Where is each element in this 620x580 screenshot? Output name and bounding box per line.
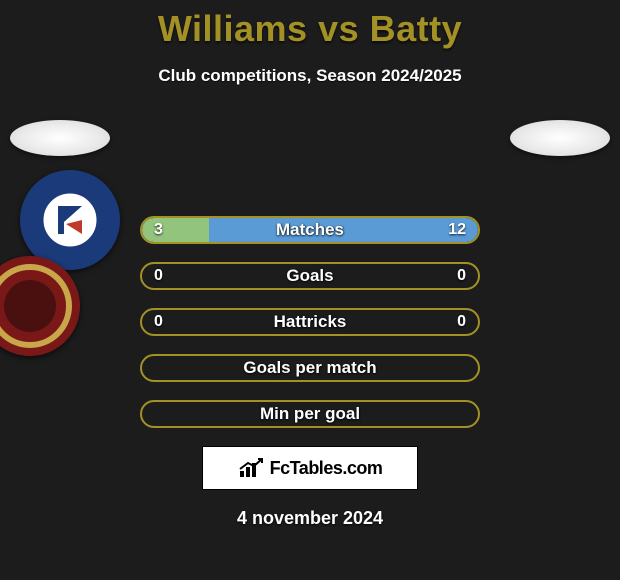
fctables-logo-icon [238,457,264,479]
branding-box[interactable]: FcTables.com [202,446,418,490]
stat-row: Goals per match [140,354,480,382]
page-title: Williams vs Batty [0,0,620,50]
stat-right-value: 0 [457,267,466,285]
stat-fill-left [142,218,209,242]
stat-right-value: 0 [457,313,466,331]
stat-row: 0 Goals 0 [140,262,480,290]
stat-left-value: 0 [154,267,163,285]
player-photo-left [10,120,110,156]
stat-label: Goals [286,266,333,286]
stats-container: 3 Matches 12 0 Goals 0 0 Hattricks 0 Goals per ma… [0,216,620,428]
stat-label: Matches [276,220,344,240]
stat-row: 0 Hattricks 0 [140,308,480,336]
branding-text: FcTables.com [270,458,383,479]
stat-label: Hattricks [274,312,347,332]
stat-right-value: 12 [448,221,466,239]
stat-left-value: 0 [154,313,163,331]
date-label: 4 november 2024 [0,508,620,529]
stat-left-value: 3 [154,221,163,239]
player-photo-right [510,120,610,156]
subtitle: Club competitions, Season 2024/2025 [0,66,620,86]
stat-row: Min per goal [140,400,480,428]
stat-label: Min per goal [260,404,360,424]
stat-row: 3 Matches 12 [140,216,480,244]
stat-label: Goals per match [243,358,376,378]
